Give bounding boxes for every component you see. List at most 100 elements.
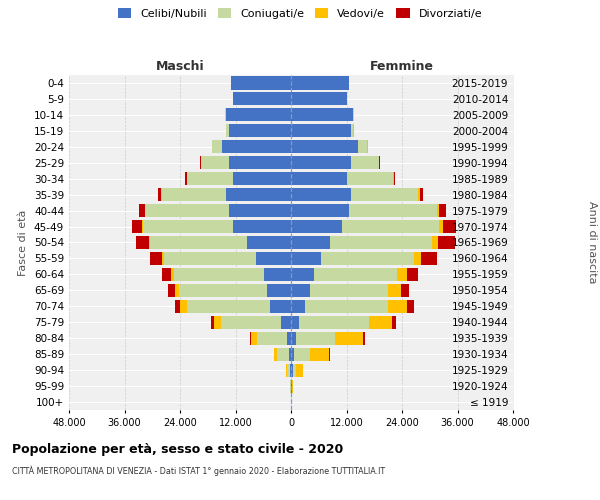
Bar <box>292 380 293 392</box>
Bar <box>353 108 355 122</box>
Bar <box>257 332 287 345</box>
Bar <box>158 188 161 201</box>
Bar <box>185 172 187 185</box>
Bar <box>291 156 351 170</box>
Bar <box>388 300 407 313</box>
Bar <box>347 172 393 185</box>
Bar <box>290 364 291 376</box>
Bar <box>150 236 247 249</box>
Bar <box>293 364 296 376</box>
Bar <box>175 300 181 313</box>
Bar <box>432 236 437 249</box>
Bar <box>201 156 229 170</box>
Bar <box>226 124 229 138</box>
Bar <box>291 124 351 138</box>
Bar <box>233 172 291 185</box>
Bar <box>270 300 291 313</box>
Bar <box>161 188 226 201</box>
Bar <box>351 124 353 138</box>
Bar <box>310 284 388 297</box>
Bar <box>342 220 439 233</box>
Bar <box>439 220 443 233</box>
Bar <box>175 284 179 297</box>
Bar <box>187 172 233 185</box>
Bar <box>214 316 221 329</box>
Bar <box>233 92 291 106</box>
Bar <box>388 284 401 297</box>
Bar <box>437 204 439 217</box>
Bar <box>291 252 321 265</box>
Bar <box>421 252 437 265</box>
Bar <box>310 348 329 360</box>
Bar <box>212 140 221 153</box>
Bar <box>351 188 418 201</box>
Bar <box>413 252 421 265</box>
Bar <box>291 316 299 329</box>
Bar <box>299 316 368 329</box>
Bar <box>179 284 267 297</box>
Bar <box>132 220 142 233</box>
Bar <box>286 364 287 376</box>
Bar <box>291 348 294 360</box>
Bar <box>291 220 342 233</box>
Bar <box>187 300 270 313</box>
Bar <box>321 252 413 265</box>
Bar <box>368 316 392 329</box>
Bar <box>264 268 291 281</box>
Bar <box>143 220 233 233</box>
Bar <box>439 204 446 217</box>
Bar <box>291 284 310 297</box>
Bar <box>296 332 335 345</box>
Bar <box>289 348 291 360</box>
Bar <box>407 300 413 313</box>
Bar <box>291 172 347 185</box>
Bar <box>362 332 365 345</box>
Y-axis label: Fasce di età: Fasce di età <box>19 210 28 276</box>
Bar <box>229 204 291 217</box>
Bar <box>247 236 291 249</box>
Bar <box>397 268 407 281</box>
Bar <box>277 348 289 360</box>
Bar <box>161 252 164 265</box>
Text: CITTÀ METROPOLITANA DI VENEZIA - Dati ISTAT 1° gennaio 2020 - Elaborazione TUTTI: CITTÀ METROPOLITANA DI VENEZIA - Dati IS… <box>12 466 385 476</box>
Text: Maschi: Maschi <box>155 60 205 72</box>
Bar <box>136 236 149 249</box>
Bar <box>418 188 420 201</box>
Bar <box>296 364 303 376</box>
Bar <box>164 252 256 265</box>
Bar <box>171 268 174 281</box>
Text: Anni di nascita: Anni di nascita <box>587 201 597 284</box>
Bar <box>274 348 277 360</box>
Bar <box>291 300 305 313</box>
Bar <box>281 316 291 329</box>
Bar <box>149 236 150 249</box>
Bar <box>229 124 291 138</box>
Bar <box>163 268 171 281</box>
Bar <box>443 220 455 233</box>
Text: Popolazione per età, sesso e stato civile - 2020: Popolazione per età, sesso e stato civil… <box>12 442 343 456</box>
Bar <box>226 188 291 201</box>
Legend: Celibi/Nubili, Coniugati/e, Vedovi/e, Divorziati/e: Celibi/Nubili, Coniugati/e, Vedovi/e, Di… <box>116 6 484 21</box>
Bar <box>291 204 349 217</box>
Bar <box>392 316 395 329</box>
Bar <box>437 236 455 249</box>
Bar <box>331 236 432 249</box>
Bar <box>294 348 310 360</box>
Bar <box>291 140 358 153</box>
Bar <box>291 268 314 281</box>
Bar <box>233 220 291 233</box>
Bar <box>351 156 379 170</box>
Bar <box>379 156 380 170</box>
Bar <box>229 156 291 170</box>
Bar <box>139 204 145 217</box>
Bar <box>291 332 296 345</box>
Bar <box>393 172 394 185</box>
Bar <box>291 76 349 90</box>
Bar <box>291 108 353 122</box>
Bar <box>181 300 187 313</box>
Bar <box>251 332 257 345</box>
Bar <box>150 252 161 265</box>
Bar <box>142 220 143 233</box>
Bar <box>394 172 395 185</box>
Bar <box>221 316 281 329</box>
